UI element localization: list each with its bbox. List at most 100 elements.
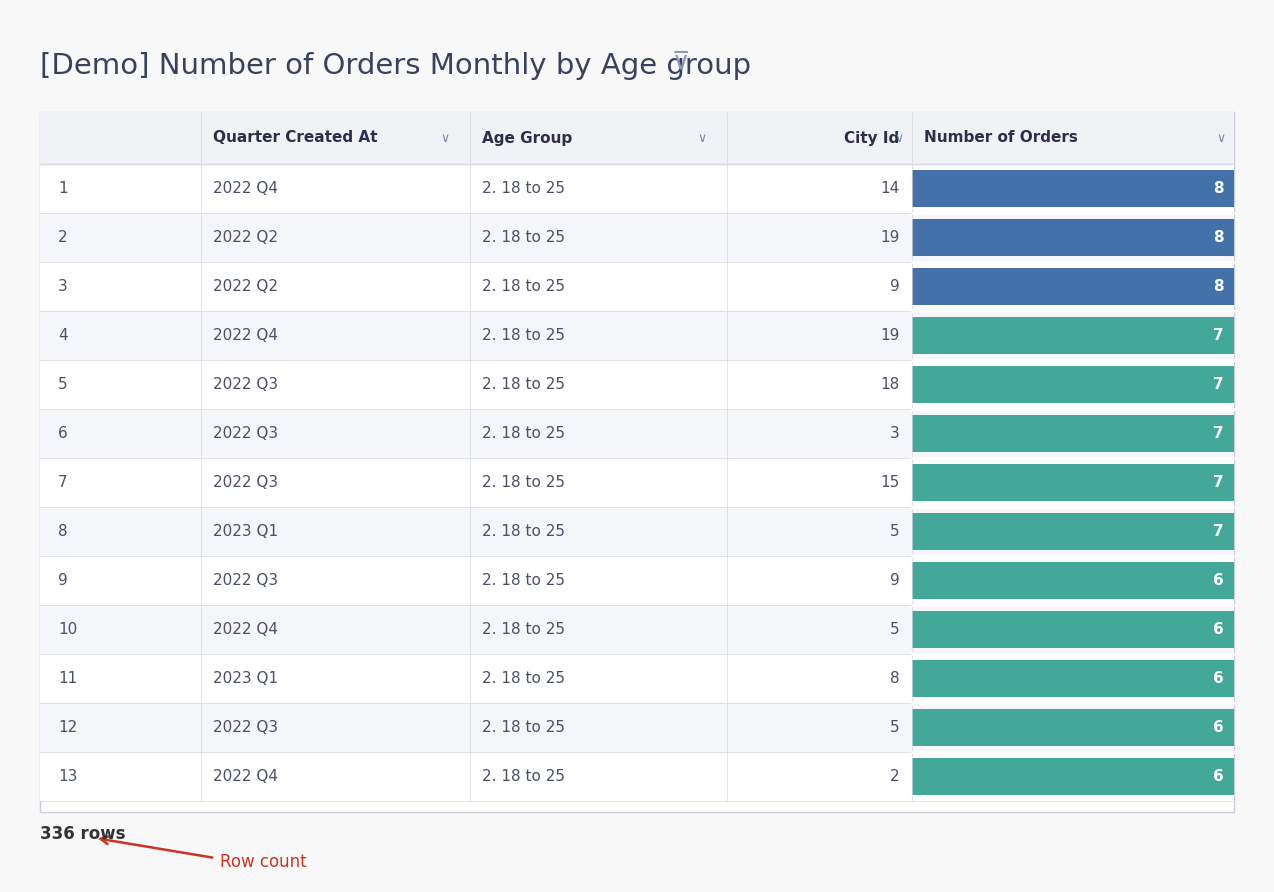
Bar — [912, 219, 1235, 256]
Text: 5: 5 — [891, 720, 899, 735]
Text: City Id: City Id — [845, 130, 899, 145]
Text: 3: 3 — [59, 279, 68, 294]
Text: 18: 18 — [880, 377, 899, 392]
Text: ⊽: ⊽ — [671, 50, 691, 74]
Bar — [912, 268, 1235, 305]
Text: 8: 8 — [59, 524, 68, 539]
Bar — [912, 416, 1235, 451]
Bar — [39, 458, 1235, 507]
Bar — [39, 112, 1235, 164]
Text: 19: 19 — [880, 328, 899, 343]
Text: 2022 Q4: 2022 Q4 — [213, 328, 278, 343]
Text: 10: 10 — [59, 622, 78, 637]
Text: 8: 8 — [1213, 230, 1224, 245]
Bar — [39, 409, 1235, 458]
Text: Age Group: Age Group — [482, 130, 572, 145]
Bar — [39, 311, 1235, 360]
Bar — [39, 360, 1235, 409]
Text: 6: 6 — [1213, 720, 1224, 735]
Text: 11: 11 — [59, 671, 78, 686]
Text: 9: 9 — [889, 279, 899, 294]
Text: 2: 2 — [891, 769, 899, 784]
Text: 6: 6 — [1213, 671, 1224, 686]
Text: 6: 6 — [1213, 573, 1224, 588]
Text: 7: 7 — [1213, 328, 1224, 343]
Text: 2022 Q3: 2022 Q3 — [213, 475, 278, 490]
Text: 8: 8 — [891, 671, 899, 686]
Text: 15: 15 — [880, 475, 899, 490]
Text: 2. 18 to 25: 2. 18 to 25 — [482, 622, 564, 637]
Text: ∨: ∨ — [697, 131, 707, 145]
Text: 6: 6 — [1213, 769, 1224, 784]
Text: 3: 3 — [889, 426, 899, 441]
Text: 8: 8 — [1213, 279, 1224, 294]
Bar — [39, 262, 1235, 311]
Bar — [39, 654, 1235, 703]
Text: Number of Orders: Number of Orders — [924, 130, 1078, 145]
Bar — [39, 213, 1235, 262]
Bar — [39, 164, 1235, 213]
Text: 2022 Q4: 2022 Q4 — [213, 622, 278, 637]
Bar — [912, 758, 1235, 795]
Text: 7: 7 — [1213, 524, 1224, 539]
Text: 9: 9 — [59, 573, 68, 588]
Text: 5: 5 — [891, 524, 899, 539]
Text: 2. 18 to 25: 2. 18 to 25 — [482, 377, 564, 392]
Text: 9: 9 — [889, 573, 899, 588]
Text: 2. 18 to 25: 2. 18 to 25 — [482, 769, 564, 784]
Text: 19: 19 — [880, 230, 899, 245]
Text: 2. 18 to 25: 2. 18 to 25 — [482, 671, 564, 686]
Text: 2022 Q4: 2022 Q4 — [213, 769, 278, 784]
Text: 5: 5 — [891, 622, 899, 637]
Bar — [39, 112, 1235, 812]
Text: 2. 18 to 25: 2. 18 to 25 — [482, 426, 564, 441]
Bar — [912, 170, 1235, 207]
Text: Row count: Row count — [220, 853, 307, 871]
Text: ∨: ∨ — [894, 131, 903, 145]
Bar — [39, 556, 1235, 605]
Text: 6: 6 — [59, 426, 68, 441]
Bar — [39, 507, 1235, 556]
Bar — [39, 752, 1235, 801]
Bar — [39, 703, 1235, 752]
Text: ∨: ∨ — [441, 131, 450, 145]
Text: 7: 7 — [59, 475, 68, 490]
Text: 2023 Q1: 2023 Q1 — [213, 671, 278, 686]
Text: 6: 6 — [1213, 622, 1224, 637]
Text: 7: 7 — [1213, 426, 1224, 441]
Text: 2022 Q2: 2022 Q2 — [213, 279, 278, 294]
Text: 2023 Q1: 2023 Q1 — [213, 524, 278, 539]
Text: 2022 Q2: 2022 Q2 — [213, 230, 278, 245]
Text: 336 rows: 336 rows — [39, 825, 126, 843]
Text: 2: 2 — [59, 230, 68, 245]
Text: 8: 8 — [1213, 181, 1224, 196]
Text: 2022 Q4: 2022 Q4 — [213, 181, 278, 196]
Text: 2022 Q3: 2022 Q3 — [213, 377, 278, 392]
Text: 13: 13 — [59, 769, 78, 784]
Bar — [912, 514, 1235, 549]
Text: 2. 18 to 25: 2. 18 to 25 — [482, 328, 564, 343]
Text: 12: 12 — [59, 720, 78, 735]
Text: 2. 18 to 25: 2. 18 to 25 — [482, 475, 564, 490]
Text: 2022 Q3: 2022 Q3 — [213, 426, 278, 441]
Text: 14: 14 — [880, 181, 899, 196]
Text: [Demo] Number of Orders Monthly by Age group: [Demo] Number of Orders Monthly by Age g… — [39, 52, 752, 80]
Bar — [912, 318, 1235, 353]
Text: 2. 18 to 25: 2. 18 to 25 — [482, 524, 564, 539]
Bar — [912, 611, 1235, 648]
Bar — [912, 562, 1235, 599]
Text: 2. 18 to 25: 2. 18 to 25 — [482, 181, 564, 196]
Text: 2. 18 to 25: 2. 18 to 25 — [482, 279, 564, 294]
Text: 1: 1 — [59, 181, 68, 196]
Text: 2. 18 to 25: 2. 18 to 25 — [482, 230, 564, 245]
Text: 2. 18 to 25: 2. 18 to 25 — [482, 720, 564, 735]
Bar — [912, 660, 1235, 697]
Text: 7: 7 — [1213, 475, 1224, 490]
Bar — [912, 465, 1235, 500]
Text: 7: 7 — [1213, 377, 1224, 392]
Text: 2. 18 to 25: 2. 18 to 25 — [482, 573, 564, 588]
Bar — [912, 367, 1235, 402]
Text: 2022 Q3: 2022 Q3 — [213, 573, 278, 588]
Text: Quarter Created At: Quarter Created At — [213, 130, 377, 145]
Bar — [39, 605, 1235, 654]
